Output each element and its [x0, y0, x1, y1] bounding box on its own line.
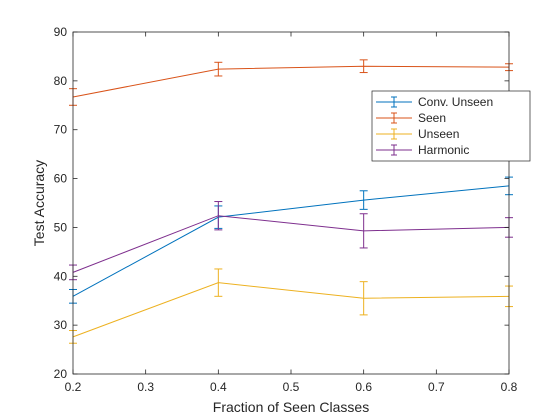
y-tick-label: 80	[54, 74, 68, 88]
y-tick-label: 70	[54, 123, 68, 137]
plot-area	[73, 32, 509, 374]
x-tick-label: 0.7	[428, 380, 445, 394]
series-line-seen	[72, 65, 510, 98]
legend-item: Conv. Unseen	[376, 95, 493, 109]
y-tick-label: 40	[54, 269, 68, 283]
series-line-unseen	[72, 282, 510, 338]
error-bar	[214, 201, 223, 231]
error-bar	[359, 213, 368, 249]
x-tick-label: 0.4	[210, 380, 227, 394]
x-axis-label: Fraction of Seen Classes	[213, 399, 369, 415]
y-tick-label: 90	[54, 25, 68, 39]
legend-item: Harmonic	[376, 143, 469, 157]
error-bar	[359, 281, 368, 316]
y-axis-label: Test Accuracy	[31, 160, 47, 246]
error-bar	[359, 59, 368, 74]
x-tick-label: 0.3	[137, 380, 154, 394]
legend-item: Unseen	[376, 127, 459, 141]
legend-item: Seen	[376, 111, 446, 125]
legend-box	[371, 90, 531, 162]
series-layer	[69, 59, 513, 344]
series-line-conv-unseen	[72, 185, 510, 297]
error-bar	[214, 268, 223, 297]
y-tick-label: 30	[54, 318, 68, 332]
error-bar	[214, 61, 223, 77]
y-tick-label: 60	[54, 172, 68, 186]
legend-label: Seen	[418, 111, 446, 125]
x-tick-label: 0.2	[65, 380, 82, 394]
error-bar	[359, 190, 368, 210]
x-tick-label: 0.8	[501, 380, 518, 394]
y-tick-label: 50	[54, 220, 68, 234]
y-tick-label: 20	[54, 367, 68, 381]
legend-label: Harmonic	[418, 143, 469, 157]
x-tick-label: 0.5	[283, 380, 300, 394]
x-tick-label: 0.6	[355, 380, 372, 394]
series-line-harmonic	[72, 215, 510, 273]
legend-label: Unseen	[418, 127, 459, 141]
legend-label: Conv. Unseen	[418, 95, 493, 109]
legend: Conv. Unseen Seen Unseen Harmonic	[371, 90, 531, 162]
tick-layer: 0.2 0.3 0.4 0.5 0.6 0.7 0.8 20 30 40 50 60 70 80 90	[54, 25, 518, 394]
